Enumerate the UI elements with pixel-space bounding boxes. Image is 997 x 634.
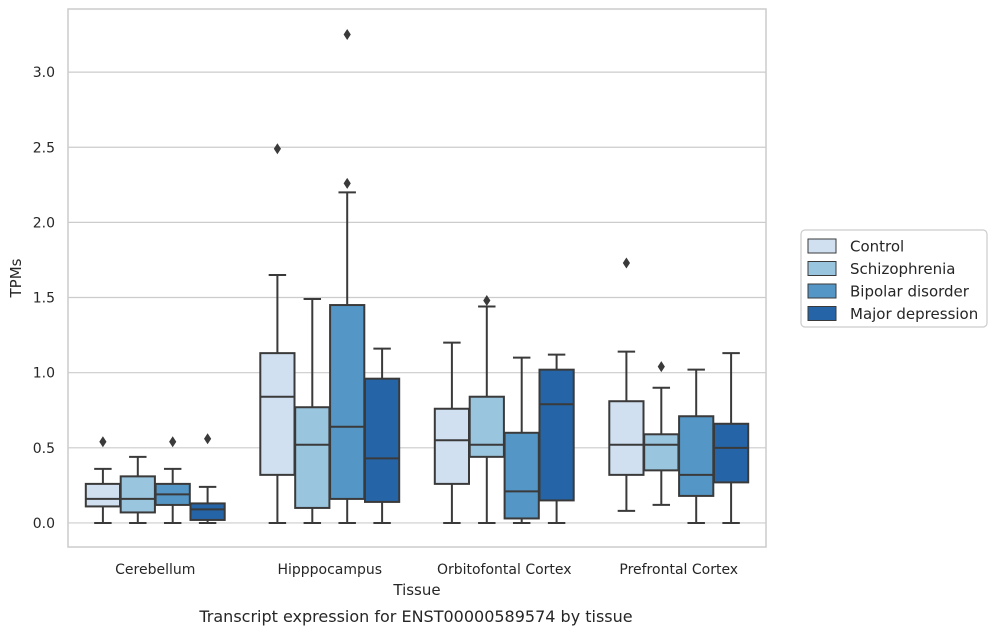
y-ticks: 0.0 0.5 1.0 1.5 2.0 2.5 3.0 — [33, 65, 55, 532]
outlier-point — [657, 361, 665, 373]
box-0-3 — [189, 433, 226, 524]
box — [329, 304, 366, 500]
box-3-2 — [678, 368, 715, 524]
legend-item: Schizophrenia — [807, 260, 955, 278]
box-3-0 — [608, 257, 645, 512]
y-tick-label: 1.0 — [33, 366, 55, 382]
legend-item: Bipolar disorder — [807, 283, 970, 301]
x-ticks: Cerebellum Hipppocampus Orbitofontal Corte… — [115, 562, 738, 578]
y-tick-label: 0.5 — [33, 441, 55, 457]
outlier-point — [99, 436, 107, 448]
legend-label: Control — [850, 238, 904, 256]
box-1-1 — [294, 298, 331, 524]
box — [712, 422, 750, 484]
chart-caption: Transcript expression for ENST0000058957… — [198, 607, 632, 626]
box — [84, 482, 122, 508]
outlier-point — [622, 257, 630, 269]
y-tick-label: 1.5 — [33, 291, 55, 307]
box — [119, 475, 156, 514]
box-2-3 — [538, 353, 575, 524]
box-3-1 — [643, 361, 680, 506]
x-axis-label: Tissue — [392, 581, 440, 599]
legend-frame — [800, 229, 988, 328]
outlier-point — [483, 295, 491, 307]
box — [189, 502, 226, 521]
legend-label: Major depression — [850, 305, 978, 323]
grid — [68, 71, 766, 524]
box-0-2 — [154, 436, 191, 524]
outlier-point — [273, 143, 281, 155]
plot-frame — [67, 8, 767, 548]
y-tick-label: 3.0 — [33, 65, 55, 81]
legend-item: Control — [807, 238, 904, 256]
box-2-0 — [433, 341, 471, 524]
x-tick-label: Cerebellum — [115, 562, 195, 578]
legend: Control Schizophrenia Bipolar disorder Majo… — [800, 229, 988, 328]
box — [294, 406, 331, 509]
box-1-3 — [363, 347, 401, 524]
legend-swatch — [807, 238, 837, 254]
legend-swatch — [807, 283, 837, 299]
box-1-2 — [329, 29, 366, 524]
outlier-point — [169, 436, 177, 448]
box — [538, 368, 575, 502]
y-tick-label: 0.0 — [33, 516, 55, 532]
box — [259, 352, 296, 476]
box-1-0 — [259, 143, 296, 524]
box-0-0 — [84, 436, 122, 524]
box — [433, 407, 471, 485]
legend-item: Major depression — [807, 305, 978, 323]
y-tick-label: 2.0 — [33, 215, 55, 231]
legend-label: Schizophrenia — [850, 260, 955, 278]
legend-swatch — [807, 306, 837, 321]
legend-label: Bipolar disorder — [850, 283, 970, 301]
box — [468, 395, 505, 458]
box — [363, 377, 401, 503]
box-2-1 — [468, 295, 505, 524]
box — [608, 400, 645, 476]
y-axis-label: TPMs — [7, 258, 25, 298]
box — [503, 431, 540, 520]
x-tick-label: Prefrontal Cortex — [619, 562, 738, 578]
box-plots — [84, 29, 750, 524]
x-tick-label: Hipppocampus — [277, 562, 382, 578]
outlier-point — [343, 29, 351, 41]
outlier-point — [204, 433, 212, 445]
y-tick-label: 2.5 — [33, 140, 55, 156]
outlier-point — [343, 177, 351, 189]
x-tick-label: Orbitofontal Cortex — [437, 562, 572, 578]
box — [643, 433, 680, 472]
legend-swatch — [807, 261, 837, 276]
box-3-3 — [712, 352, 750, 524]
box — [678, 415, 715, 497]
